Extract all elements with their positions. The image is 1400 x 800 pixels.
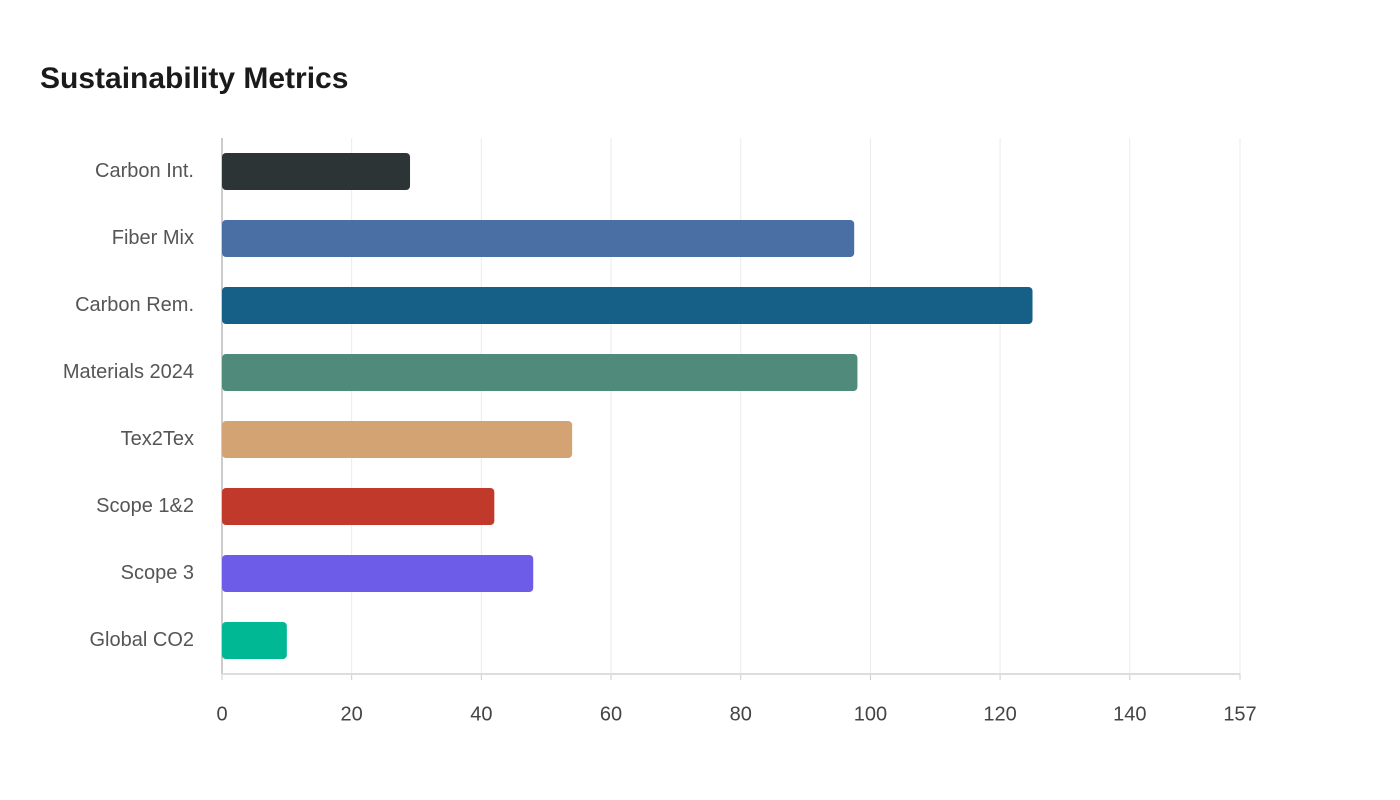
y-tick-label: Tex2Tex: [121, 428, 194, 450]
bar: [222, 287, 1033, 324]
x-tick-label: 140: [1113, 703, 1146, 725]
x-tick-label: 120: [983, 703, 1016, 725]
bar: [222, 622, 287, 659]
bar: [222, 421, 573, 458]
x-tick-label: 157: [1223, 703, 1256, 725]
x-tick-label: 60: [600, 703, 622, 725]
bar: [222, 220, 855, 257]
x-tick-label: 0: [216, 703, 227, 725]
bar: [222, 488, 495, 525]
y-tick-label: Materials 2024: [63, 361, 194, 383]
y-tick-label: Fiber Mix: [112, 227, 194, 249]
x-tick-label: 80: [730, 703, 752, 725]
bar: [222, 555, 534, 592]
chart-title: Sustainability Metrics: [40, 62, 348, 95]
bar: [222, 153, 411, 190]
y-tick-label: Global CO2: [90, 629, 195, 651]
x-tick-label: 100: [854, 703, 887, 725]
x-tick-label: 20: [341, 703, 363, 725]
y-tick-label: Scope 3: [121, 562, 194, 584]
y-tick-label: Carbon Int.: [95, 160, 194, 182]
y-tick-label: Scope 1&2: [96, 495, 194, 517]
x-tick-label: 40: [470, 703, 492, 725]
y-tick-label: Carbon Rem.: [75, 294, 194, 316]
bar: [222, 354, 858, 391]
